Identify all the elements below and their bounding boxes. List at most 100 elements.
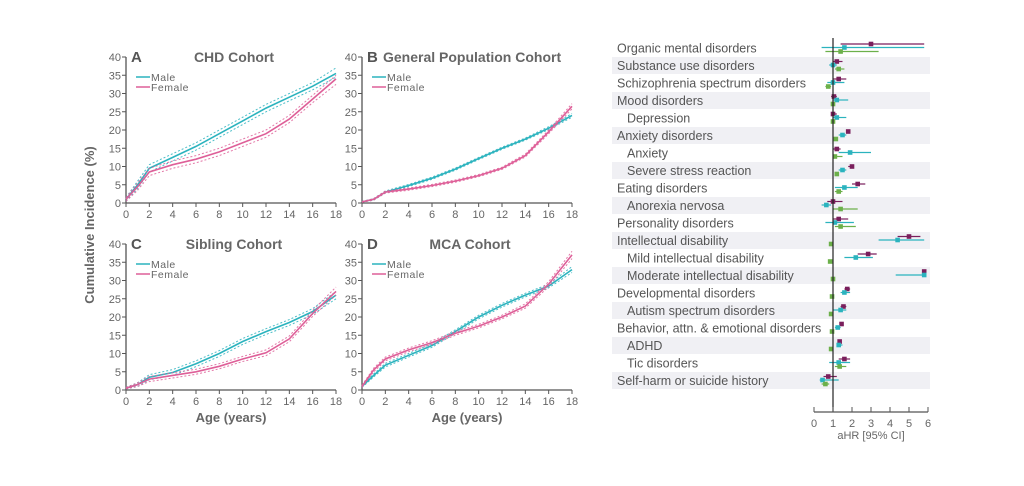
- point-estimate: [844, 286, 850, 292]
- row-shade: [612, 337, 930, 354]
- forest-x-tick-label: 0: [811, 418, 817, 430]
- y-tick-label: 10: [345, 349, 357, 361]
- forest-x-tick-label: 5: [906, 418, 912, 430]
- ci-upper-female: [125, 286, 337, 388]
- forest-row: Personality disorders: [617, 217, 856, 231]
- row-label: Depression: [627, 112, 690, 126]
- y-tick-label: 40: [345, 52, 357, 64]
- point-estimate: [834, 115, 840, 120]
- forest-row: Organic mental disorders: [617, 42, 925, 56]
- ci-upper-female: [361, 250, 573, 386]
- y-tick-label: 25: [345, 294, 357, 306]
- row-label: Schizophrenia spectrum disorders: [617, 77, 806, 91]
- row-shade: [612, 232, 930, 249]
- point-estimate: [836, 342, 841, 348]
- legend-label-male: Male: [151, 259, 176, 271]
- row-label: Moderate intellectual disability: [627, 269, 795, 283]
- point-estimate: [839, 321, 844, 327]
- point-estimate: [855, 181, 860, 187]
- row-label: Developmental disorders: [617, 287, 755, 301]
- y-tick-label: 15: [109, 330, 121, 342]
- point-estimate: [921, 272, 927, 278]
- y-tick-label: 35: [345, 70, 357, 82]
- x-tick-label: 10: [473, 209, 485, 221]
- row-label: Personality disorders: [617, 217, 734, 231]
- ci-upper-male: [125, 290, 337, 388]
- x-tick-label: 14: [519, 209, 531, 221]
- ci-lower-male: [125, 76, 337, 202]
- point-estimate: [849, 164, 855, 169]
- point-estimate: [842, 356, 847, 362]
- x-tick-label: 14: [519, 396, 531, 408]
- series-line-female: [361, 105, 573, 203]
- y-tick-label: 25: [109, 294, 121, 306]
- row-shade: [612, 57, 930, 74]
- row-shade: [612, 197, 930, 214]
- forest-x-tick-label: 4: [887, 418, 893, 430]
- point-estimate: [833, 136, 839, 142]
- panel-C: 0 5 10 15 20 25 30 35 40 0 2 4 6 8 10 12 14 16 18 C Sibling …: [109, 236, 342, 425]
- point-estimate: [842, 185, 847, 190]
- ci-upper-male: [361, 113, 573, 202]
- row-label: Anxiety disorders: [617, 129, 713, 143]
- x-tick-label: 0: [123, 396, 129, 408]
- forest-row: Self-harm or suicide history: [612, 372, 930, 389]
- series-line-female: [125, 290, 337, 389]
- y-tick-label: 30: [109, 89, 121, 101]
- x-tick-label: 8: [452, 396, 458, 408]
- point-estimate: [828, 346, 834, 352]
- y-tick-label: 10: [109, 162, 121, 174]
- forest-row: Intellectual disability: [612, 232, 930, 249]
- x-tick-label: 4: [170, 396, 176, 408]
- point-estimate: [825, 374, 831, 379]
- y-tick-label: 40: [109, 239, 121, 251]
- series-line-male: [125, 294, 337, 389]
- x-tick-label: 18: [566, 209, 578, 221]
- x-tick-label: 2: [382, 209, 388, 221]
- x-axis-label: Age (years): [432, 410, 503, 425]
- point-estimate: [842, 290, 847, 295]
- series-line-female: [125, 78, 337, 200]
- y-tick-label: 10: [345, 162, 357, 174]
- forest-row: Depression: [627, 112, 847, 126]
- x-tick-label: 18: [330, 396, 342, 408]
- point-estimate: [845, 129, 851, 134]
- y-tick-label: 40: [345, 239, 357, 251]
- forest-x-tick-label: 2: [849, 418, 855, 430]
- y-tick-label: 20: [345, 125, 357, 137]
- x-tick-label: 14: [283, 396, 295, 408]
- point-estimate: [829, 329, 835, 334]
- x-tick-label: 6: [429, 209, 435, 221]
- x-tick-label: 4: [170, 209, 176, 221]
- point-estimate: [906, 234, 912, 239]
- forest-x-tick-label: 3: [868, 418, 874, 430]
- legend-label-female: Female: [151, 269, 189, 281]
- legend-label-male: Male: [387, 259, 412, 271]
- point-estimate: [835, 325, 841, 330]
- point-estimate: [820, 377, 825, 383]
- point-estimate: [838, 224, 843, 229]
- x-tick-label: 16: [307, 396, 319, 408]
- forest-row: Severe stress reaction: [612, 162, 930, 179]
- x-tick-label: 18: [330, 209, 342, 221]
- point-estimate: [832, 154, 838, 159]
- point-estimate: [840, 132, 845, 138]
- point-estimate: [834, 171, 840, 177]
- forest-row: Substance use disorders: [612, 57, 930, 74]
- point-estimate: [853, 255, 859, 260]
- y-tick-label: 5: [115, 367, 121, 379]
- x-tick-label: 2: [146, 209, 152, 221]
- row-label: Autism spectrum disorders: [627, 304, 775, 318]
- y-tick-label: 15: [109, 143, 121, 155]
- y-tick-label: 35: [109, 257, 121, 269]
- row-label: Tic disorders: [627, 357, 698, 371]
- point-estimate: [823, 381, 828, 387]
- panel-letter: D: [367, 236, 378, 253]
- y-tick-label: 0: [351, 198, 357, 210]
- series-line-female: [361, 254, 573, 387]
- panel-A: 0 5 10 15 20 25 30 35 40 0 2 4 6 8 10 12 14 16 18 A CHD Coho…: [109, 49, 342, 221]
- forest-row: Tic disorders: [627, 356, 851, 371]
- forest-row: Moderate intellectual disability: [612, 267, 930, 284]
- y-tick-label: 25: [345, 107, 357, 119]
- forest-row: ADHD: [612, 337, 930, 354]
